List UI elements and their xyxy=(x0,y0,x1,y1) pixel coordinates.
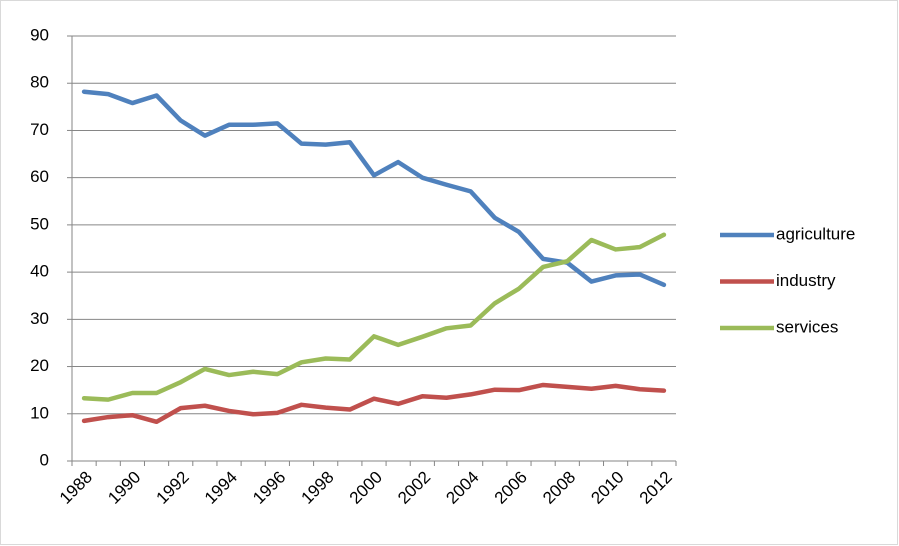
y-tick-label: 80 xyxy=(30,73,49,92)
legend-label: agriculture xyxy=(776,224,855,243)
series-line xyxy=(81,232,667,402)
y-tick-label: 50 xyxy=(30,214,49,233)
series-line xyxy=(81,382,667,425)
legend-label: services xyxy=(776,317,838,336)
y-tick-label: 0 xyxy=(40,450,49,469)
y-tick-label: 40 xyxy=(30,262,49,281)
y-tick-label: 90 xyxy=(30,25,49,44)
legend-label: industry xyxy=(776,271,836,290)
y-tick-label: 30 xyxy=(30,309,49,328)
y-tick-label: 10 xyxy=(30,403,49,422)
y-tick-label: 60 xyxy=(30,167,49,186)
y-tick-label: 70 xyxy=(30,120,49,139)
y-tick-label: 20 xyxy=(30,356,49,375)
